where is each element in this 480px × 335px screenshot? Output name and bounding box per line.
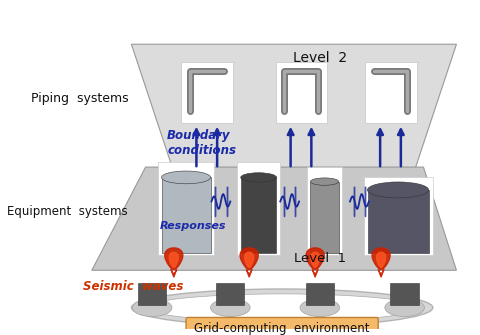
FancyBboxPatch shape [364,177,433,255]
Ellipse shape [240,173,276,182]
Text: Boundary
conditions: Boundary conditions [167,129,236,156]
Text: Seismic  waves: Seismic waves [83,279,183,292]
FancyBboxPatch shape [365,62,417,123]
Polygon shape [171,269,177,277]
Polygon shape [169,252,179,267]
Text: Grid-computing  environment: Grid-computing environment [194,322,370,335]
Ellipse shape [162,171,211,184]
Text: Responses: Responses [160,221,226,231]
FancyBboxPatch shape [237,162,280,255]
FancyBboxPatch shape [306,283,334,305]
FancyBboxPatch shape [186,318,378,335]
FancyBboxPatch shape [158,162,214,255]
Ellipse shape [300,299,340,317]
FancyBboxPatch shape [240,178,276,253]
Polygon shape [132,44,456,172]
FancyBboxPatch shape [368,190,429,253]
Ellipse shape [132,289,433,326]
FancyBboxPatch shape [216,283,244,305]
Ellipse shape [385,299,424,317]
Polygon shape [311,252,320,267]
Polygon shape [246,269,252,277]
FancyBboxPatch shape [162,178,211,253]
Polygon shape [378,269,384,277]
Polygon shape [245,252,254,267]
Polygon shape [306,248,324,270]
Ellipse shape [311,178,339,185]
Text: Level  2: Level 2 [293,51,347,65]
Text: Piping  systems: Piping systems [31,92,128,105]
FancyBboxPatch shape [307,167,342,255]
Ellipse shape [145,294,419,321]
FancyBboxPatch shape [138,283,166,305]
Polygon shape [240,248,258,270]
Text: Equipment  systems: Equipment systems [7,205,128,218]
Polygon shape [372,248,390,270]
FancyBboxPatch shape [276,62,327,123]
FancyBboxPatch shape [311,182,339,253]
FancyBboxPatch shape [181,62,233,123]
FancyBboxPatch shape [391,283,419,305]
Ellipse shape [367,182,429,198]
Polygon shape [312,269,318,277]
Polygon shape [165,248,183,270]
Polygon shape [92,167,456,270]
Polygon shape [376,252,385,267]
Ellipse shape [132,299,172,317]
Text: Level  1: Level 1 [294,252,346,265]
Ellipse shape [211,299,250,317]
